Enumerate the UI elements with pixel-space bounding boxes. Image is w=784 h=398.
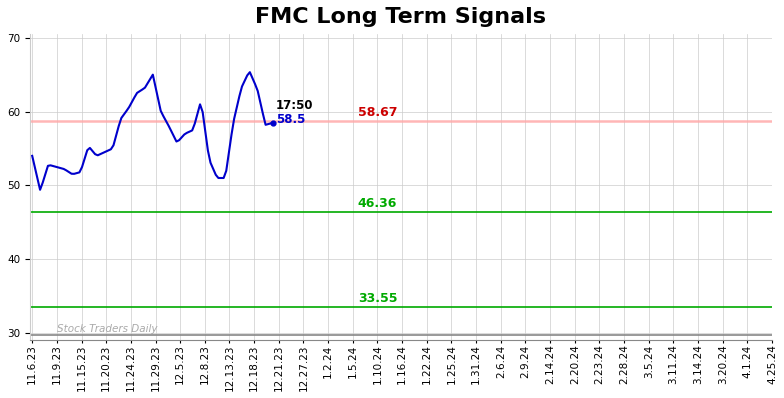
Text: 58.5: 58.5 [276, 113, 305, 126]
Text: 33.55: 33.55 [358, 292, 397, 304]
Text: 17:50: 17:50 [276, 100, 314, 112]
Title: FMC Long Term Signals: FMC Long Term Signals [256, 7, 546, 27]
Text: 58.67: 58.67 [358, 106, 397, 119]
Text: Stock Traders Daily: Stock Traders Daily [57, 324, 158, 334]
Text: 46.36: 46.36 [358, 197, 397, 210]
